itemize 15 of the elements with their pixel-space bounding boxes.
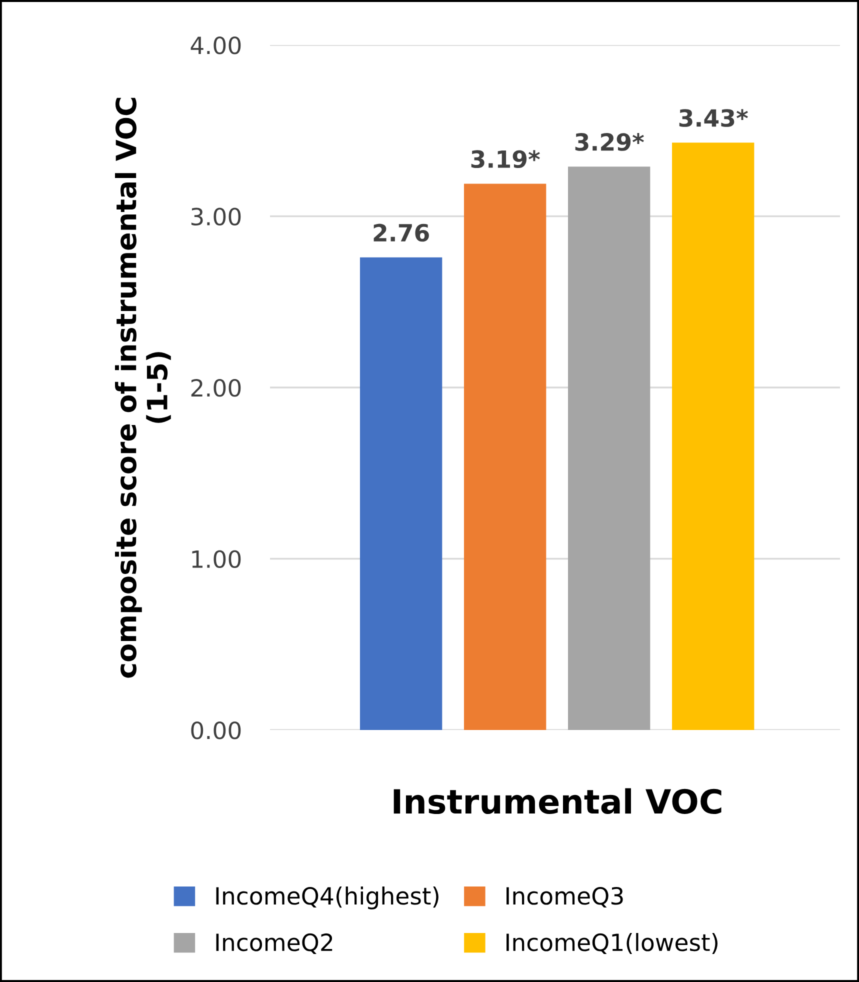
legend-label: IncomeQ2 — [216, 933, 332, 954]
x-axis-title: Instrumental VOC — [394, 788, 722, 814]
y-tick-label: 1.00 — [192, 550, 241, 568]
y-tick-label: 4.00 — [190, 36, 241, 54]
data-label: 3.29* — [575, 133, 644, 151]
data-label: 2.76 — [374, 224, 429, 242]
data-label: 3.19* — [471, 150, 540, 168]
legend-label: IncomeQ3 — [506, 886, 623, 908]
y-tick-label: 0.00 — [191, 721, 241, 740]
legend-label: IncomeQ1(lowest) — [506, 932, 718, 954]
legend-label: IncomeQ4(highest) — [216, 886, 438, 910]
data-label: 3.43* — [679, 109, 748, 127]
y-tick-label: 3.00 — [191, 208, 241, 226]
y-tick-label: 2.00 — [191, 378, 241, 397]
y-axis-title: composite score of instrumental VOC (1-5) — [114, 98, 171, 678]
